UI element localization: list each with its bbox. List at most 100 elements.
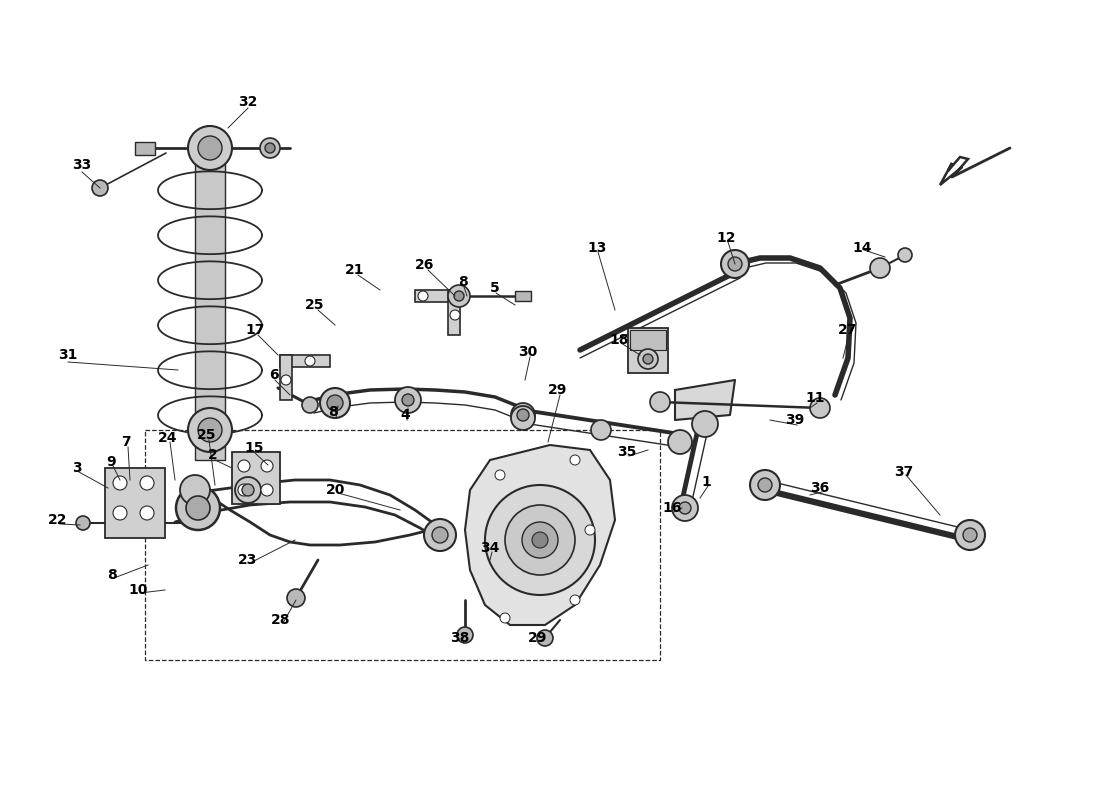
Bar bbox=[104, 468, 165, 538]
Text: 1: 1 bbox=[701, 475, 711, 489]
Circle shape bbox=[517, 409, 529, 421]
Text: 7: 7 bbox=[121, 435, 131, 449]
Circle shape bbox=[242, 484, 254, 496]
Text: 12: 12 bbox=[716, 231, 736, 245]
Circle shape bbox=[570, 455, 580, 465]
Circle shape bbox=[180, 475, 210, 505]
Circle shape bbox=[672, 495, 698, 521]
Circle shape bbox=[638, 349, 658, 369]
Text: 11: 11 bbox=[805, 391, 825, 405]
Circle shape bbox=[728, 257, 743, 271]
Circle shape bbox=[238, 460, 250, 472]
Circle shape bbox=[140, 506, 154, 520]
Circle shape bbox=[537, 630, 553, 646]
Text: 36: 36 bbox=[811, 481, 829, 495]
Text: 25: 25 bbox=[306, 298, 324, 312]
Circle shape bbox=[585, 525, 595, 535]
Circle shape bbox=[305, 356, 315, 366]
Text: 10: 10 bbox=[129, 583, 147, 597]
Circle shape bbox=[810, 398, 830, 418]
Circle shape bbox=[198, 136, 222, 160]
Circle shape bbox=[432, 527, 448, 543]
Text: 28: 28 bbox=[272, 613, 290, 627]
Circle shape bbox=[720, 250, 749, 278]
Circle shape bbox=[758, 478, 772, 492]
Circle shape bbox=[650, 392, 670, 412]
Text: 9: 9 bbox=[107, 455, 116, 469]
Bar bbox=[195, 150, 226, 460]
Circle shape bbox=[522, 522, 558, 558]
Text: 34: 34 bbox=[481, 541, 499, 555]
Circle shape bbox=[454, 291, 464, 301]
Text: 37: 37 bbox=[894, 465, 914, 479]
Text: 27: 27 bbox=[838, 323, 858, 337]
Text: 8: 8 bbox=[328, 405, 338, 419]
Text: 35: 35 bbox=[617, 445, 637, 459]
Circle shape bbox=[402, 394, 414, 406]
Circle shape bbox=[450, 310, 460, 320]
Text: 24: 24 bbox=[158, 431, 178, 445]
Text: 29: 29 bbox=[548, 383, 568, 397]
Circle shape bbox=[140, 476, 154, 490]
Circle shape bbox=[532, 532, 548, 548]
Circle shape bbox=[448, 285, 470, 307]
Bar bbox=[630, 330, 666, 350]
Bar bbox=[232, 452, 280, 504]
Text: 15: 15 bbox=[244, 441, 264, 455]
Circle shape bbox=[287, 589, 305, 607]
Circle shape bbox=[898, 248, 912, 262]
Bar bbox=[628, 328, 668, 373]
Circle shape bbox=[261, 460, 273, 472]
Text: 20: 20 bbox=[327, 483, 345, 497]
Bar bbox=[280, 355, 292, 400]
Circle shape bbox=[418, 291, 428, 301]
Circle shape bbox=[395, 387, 421, 413]
Text: 13: 13 bbox=[587, 241, 607, 255]
Circle shape bbox=[570, 595, 580, 605]
Polygon shape bbox=[465, 445, 615, 625]
Text: 32: 32 bbox=[239, 95, 257, 109]
Text: 30: 30 bbox=[518, 345, 538, 359]
Circle shape bbox=[261, 484, 273, 496]
Bar bbox=[280, 355, 330, 367]
Text: 38: 38 bbox=[450, 631, 470, 645]
Circle shape bbox=[679, 502, 691, 514]
Text: 22: 22 bbox=[48, 513, 68, 527]
Circle shape bbox=[668, 430, 692, 454]
Circle shape bbox=[186, 496, 210, 520]
Circle shape bbox=[591, 420, 611, 440]
Circle shape bbox=[485, 485, 595, 595]
Circle shape bbox=[113, 506, 127, 520]
Circle shape bbox=[424, 519, 456, 551]
Circle shape bbox=[327, 395, 343, 411]
Circle shape bbox=[265, 143, 275, 153]
Text: 8: 8 bbox=[107, 568, 117, 582]
Circle shape bbox=[955, 520, 984, 550]
Text: 14: 14 bbox=[852, 241, 871, 255]
Circle shape bbox=[505, 505, 575, 575]
Circle shape bbox=[962, 528, 977, 542]
Text: 3: 3 bbox=[73, 461, 81, 475]
Circle shape bbox=[500, 613, 510, 623]
Bar bbox=[448, 290, 460, 335]
Circle shape bbox=[280, 375, 292, 385]
Circle shape bbox=[495, 470, 505, 480]
Text: 2: 2 bbox=[208, 448, 218, 462]
Circle shape bbox=[750, 470, 780, 500]
Text: 18: 18 bbox=[609, 333, 629, 347]
Circle shape bbox=[692, 411, 718, 437]
Circle shape bbox=[235, 477, 261, 503]
Circle shape bbox=[512, 403, 535, 427]
Text: 29: 29 bbox=[528, 631, 548, 645]
Text: 16: 16 bbox=[662, 501, 682, 515]
Text: 21: 21 bbox=[345, 263, 365, 277]
Bar bbox=[515, 291, 531, 301]
Text: 4: 4 bbox=[400, 408, 410, 422]
Bar bbox=[135, 142, 155, 155]
Text: 31: 31 bbox=[58, 348, 78, 362]
Text: 17: 17 bbox=[245, 323, 265, 337]
Circle shape bbox=[644, 354, 653, 364]
Text: 25: 25 bbox=[197, 428, 217, 442]
Circle shape bbox=[320, 388, 350, 418]
Text: 6: 6 bbox=[270, 368, 278, 382]
